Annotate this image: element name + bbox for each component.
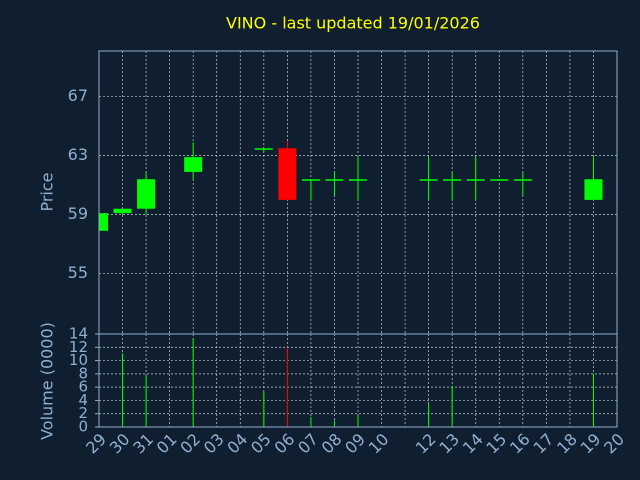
candle-body	[254, 148, 273, 150]
y-tick-label: 59	[68, 204, 88, 223]
candle-body	[301, 179, 320, 181]
volume-tick-label: 2	[78, 404, 88, 422]
y-tick-label: 55	[68, 263, 88, 282]
marks	[99, 140, 603, 427]
chart-title: VINO - last updated 19/01/2026	[226, 14, 480, 33]
y-tick-label: 67	[68, 86, 88, 105]
candle-body	[184, 157, 203, 172]
candle-body	[113, 208, 132, 214]
candle-body	[99, 213, 108, 231]
x-axis-label: Day	[333, 457, 363, 475]
volume-tick-label: 8	[78, 364, 88, 382]
volume-tick-label: 0	[78, 418, 88, 436]
candle-body	[419, 179, 438, 181]
candle-body	[443, 179, 462, 181]
volume-tick-label: 14	[69, 325, 88, 343]
candle-body	[466, 179, 485, 181]
y-axis-label: Price	[38, 172, 57, 211]
candle-body	[490, 179, 509, 181]
y-tick-label: 63	[68, 145, 88, 164]
candle-body	[584, 179, 603, 200]
volume-tick-label: 4	[78, 391, 88, 409]
candle-body	[137, 179, 156, 209]
volume-axis-label: Volume (0000)	[38, 322, 57, 440]
candle-body	[325, 179, 344, 181]
candle-body	[278, 148, 297, 200]
candle-body	[349, 179, 367, 181]
volume-tick-label: 12	[69, 338, 88, 356]
volume-tick-label: 10	[69, 351, 88, 369]
candle-body	[513, 179, 532, 181]
volume-frame	[98, 333, 618, 428]
volume-tick-label: 6	[78, 378, 88, 396]
